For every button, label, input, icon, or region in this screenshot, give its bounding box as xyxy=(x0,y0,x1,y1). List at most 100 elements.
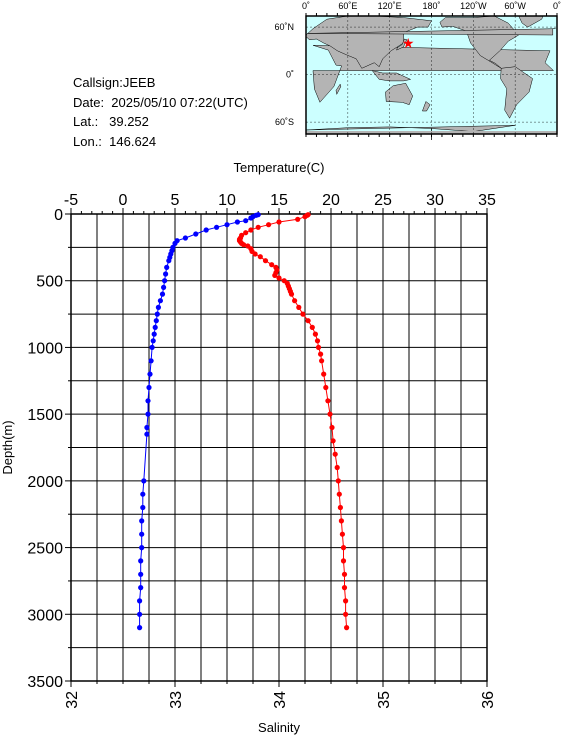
salinity-point xyxy=(243,230,249,236)
temperature-point xyxy=(141,478,147,484)
salinity-point xyxy=(327,411,333,417)
station-info: Callsign:JEEB Date: 2025/05/10 07:22(UTC… xyxy=(73,73,248,151)
temperature-point xyxy=(151,331,157,337)
salinity-point xyxy=(343,598,349,604)
salinity-point xyxy=(252,251,258,257)
temperature-point xyxy=(243,218,249,224)
map-lon-label: 180˚ xyxy=(422,1,440,11)
temperature-point xyxy=(144,431,150,437)
temperature-point xyxy=(138,571,144,577)
temperature-point xyxy=(159,291,166,297)
temperature-tick-label: 25 xyxy=(374,192,392,209)
salinity-tick-label: 34 xyxy=(272,691,289,709)
depth-tick-label: 3500 xyxy=(27,674,63,691)
salinity-point xyxy=(323,384,329,391)
temperature-point xyxy=(152,324,158,330)
temperature-axis-label: Temperature(C) xyxy=(233,160,324,175)
salinity-point xyxy=(318,351,324,357)
temperature-point xyxy=(164,264,170,270)
depth-tick-label: 2500 xyxy=(27,541,63,558)
salinity-point xyxy=(339,531,345,537)
temperature-tick-label: 35 xyxy=(478,192,496,209)
salinity-point xyxy=(309,324,315,330)
salinity-axis-label: Salinity xyxy=(258,720,300,735)
salinity-point xyxy=(241,242,247,248)
salinity-point xyxy=(314,338,321,344)
date-text: Date: 2025/05/10 07:22(UTC) xyxy=(73,94,248,110)
salinity-point xyxy=(329,424,335,431)
temperature-point xyxy=(224,222,230,228)
temperature-line xyxy=(139,214,259,628)
land-australia xyxy=(385,83,413,106)
depth-tick-label: 500 xyxy=(36,274,63,291)
salinity-point xyxy=(269,262,275,268)
map-lon-label: 120˚E xyxy=(378,1,402,11)
salinity-point xyxy=(334,464,340,471)
salinity-point xyxy=(344,625,350,631)
temperature-point xyxy=(182,235,188,241)
salinity-point xyxy=(300,311,306,317)
salinity-tick-label: 33 xyxy=(168,691,185,709)
temperature-point xyxy=(138,585,144,591)
temperature-point xyxy=(137,625,143,631)
map-lon-label: 60˚W xyxy=(504,1,526,11)
depth-tick-label: 0 xyxy=(54,207,63,224)
salinity-point xyxy=(257,254,263,260)
temperature-point xyxy=(140,504,146,511)
temperature-tick-label: 20 xyxy=(322,192,340,209)
salinity-point xyxy=(276,219,282,225)
temperature-point xyxy=(147,371,153,377)
depth-axis-label: Depth(m) xyxy=(0,420,15,474)
temperature-point xyxy=(155,304,161,310)
salinity-point xyxy=(276,275,282,281)
temperature-point xyxy=(248,215,254,221)
temperature-point xyxy=(162,278,168,284)
temperature-point xyxy=(139,518,145,524)
temperature-tick-label: 30 xyxy=(426,192,444,209)
land-madagascar xyxy=(335,83,342,96)
salinity-point xyxy=(255,224,261,230)
salinity-point xyxy=(321,371,327,377)
latitude-text: Lat.: 39.252 xyxy=(73,114,149,129)
depth-tick-label: 3000 xyxy=(27,607,63,624)
temperature-point xyxy=(193,231,199,237)
temperature-point xyxy=(163,271,169,277)
map-lat-label: 60˚S xyxy=(275,117,294,127)
longitude-text: Lon.: 146.624 xyxy=(73,133,157,149)
salinity-point xyxy=(312,331,318,337)
depth-tick-label: 1500 xyxy=(27,407,63,424)
salinity-point xyxy=(296,304,302,310)
temperature-point xyxy=(172,240,178,246)
salinity-point xyxy=(341,585,348,591)
map-frame xyxy=(305,15,558,135)
salinity-point xyxy=(341,571,348,577)
salinity-point xyxy=(248,227,254,233)
temperature-point xyxy=(144,424,150,431)
salinity-point xyxy=(330,438,336,444)
map-lon-label: 0˚ xyxy=(553,1,561,11)
temperature-point xyxy=(145,411,151,417)
salinity-point xyxy=(262,258,269,264)
salinity-point xyxy=(325,398,331,404)
temperature-tick-label: 5 xyxy=(171,192,180,209)
temperature-point xyxy=(234,219,240,225)
land-indonesia xyxy=(371,70,412,82)
salinity-tick-label: 32 xyxy=(64,691,81,709)
salinity-point xyxy=(295,216,301,222)
salinity-point xyxy=(302,214,308,220)
temperature-point xyxy=(146,384,152,391)
salinity-tick-label: 35 xyxy=(376,691,393,709)
salinity-point xyxy=(343,611,349,617)
salinity-point xyxy=(332,451,338,457)
temperature-point xyxy=(149,344,155,350)
temperature-tick-label: 15 xyxy=(270,192,288,209)
salinity-point xyxy=(315,344,322,350)
land-antarctica xyxy=(305,125,516,140)
land-uk xyxy=(307,28,556,36)
temperature-point xyxy=(138,558,144,564)
temperature-point xyxy=(203,227,209,233)
temperature-point xyxy=(150,338,156,344)
salinity-point xyxy=(335,478,341,484)
temperature-point xyxy=(153,318,159,324)
